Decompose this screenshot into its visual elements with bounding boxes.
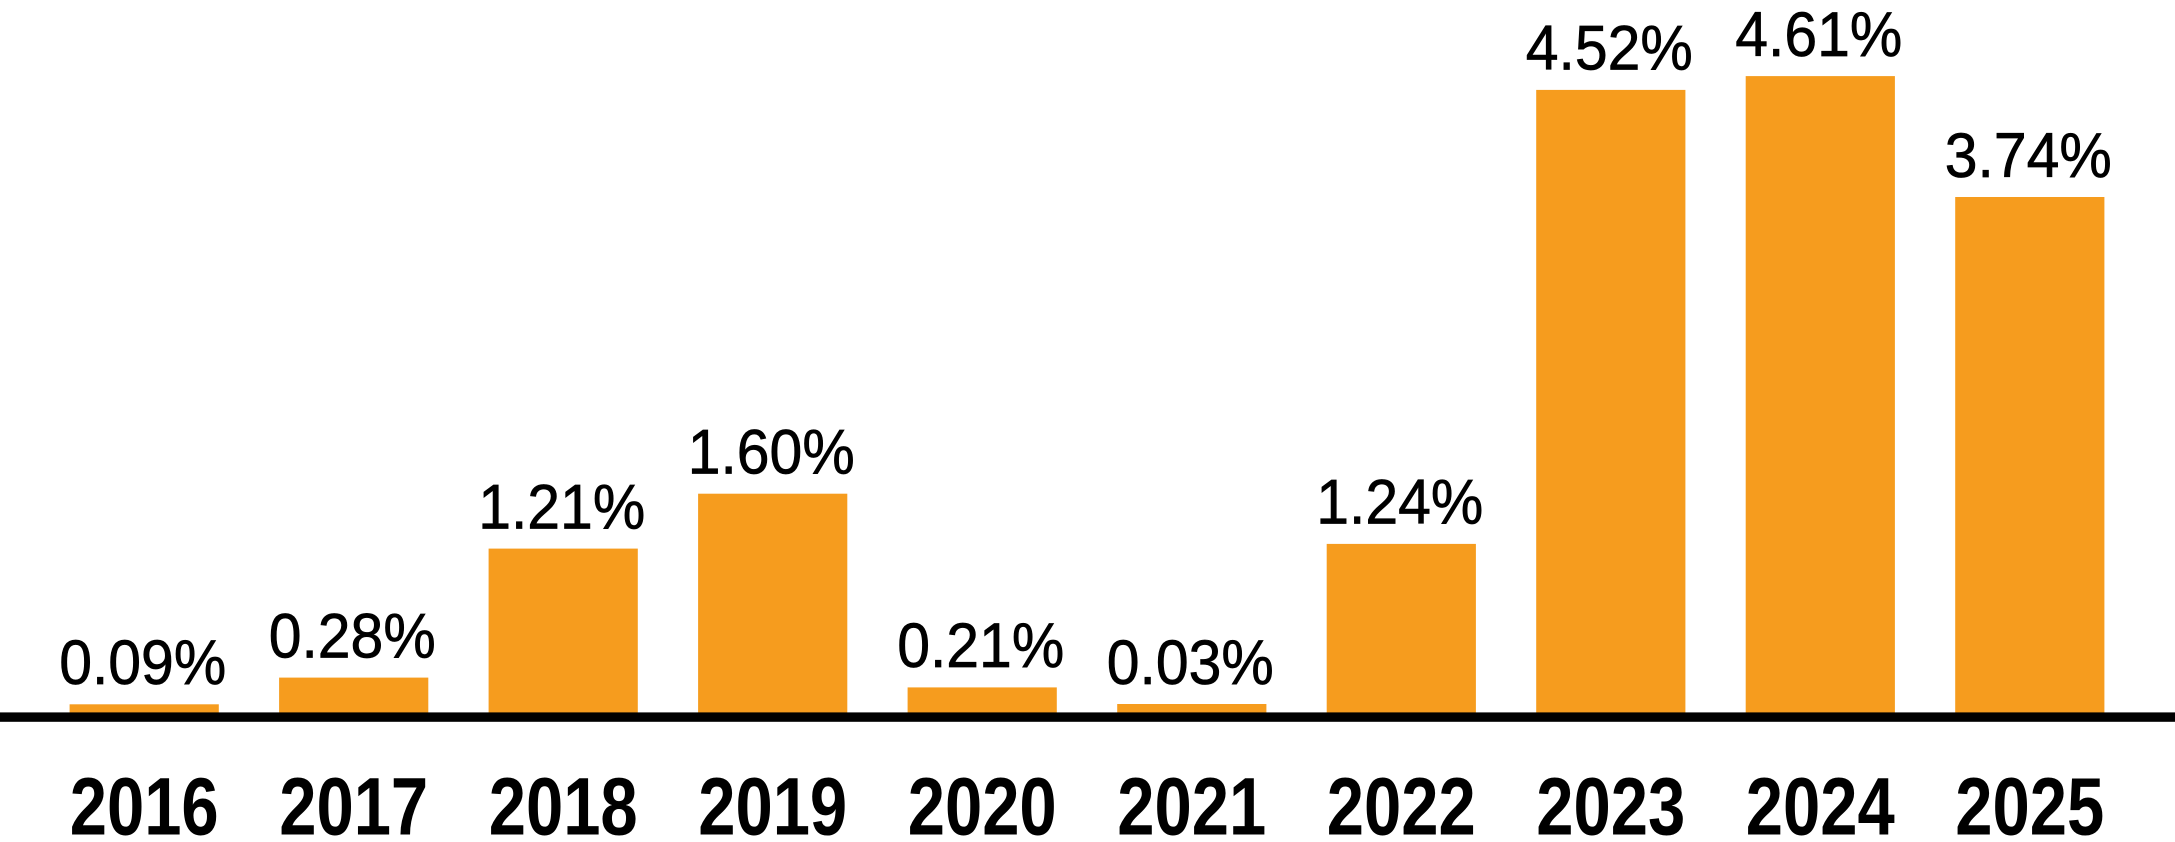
svg-text:0.28%: 0.28% [269,601,436,671]
svg-text:1.24%: 1.24% [1316,468,1483,538]
svg-text:3.74%: 3.74% [1945,121,2112,191]
svg-text:0.21%: 0.21% [897,611,1064,681]
svg-text:4.52%: 4.52% [1526,14,1693,84]
svg-text:2018: 2018 [489,762,638,842]
svg-text:2016: 2016 [70,762,219,842]
svg-text:2022: 2022 [1327,762,1476,842]
svg-text:2023: 2023 [1536,762,1685,842]
svg-text:4.61%: 4.61% [1735,0,1902,70]
svg-text:2025: 2025 [1955,762,2104,842]
svg-text:2021: 2021 [1117,762,1266,842]
svg-text:2020: 2020 [908,762,1057,842]
svg-text:0.09%: 0.09% [59,628,226,698]
svg-text:0.03%: 0.03% [1107,628,1274,698]
svg-text:1.60%: 1.60% [688,418,855,488]
svg-text:1.21%: 1.21% [478,472,645,542]
svg-text:2024: 2024 [1746,762,1895,842]
svg-text:2019: 2019 [698,762,847,842]
svg-text:2017: 2017 [279,762,428,842]
